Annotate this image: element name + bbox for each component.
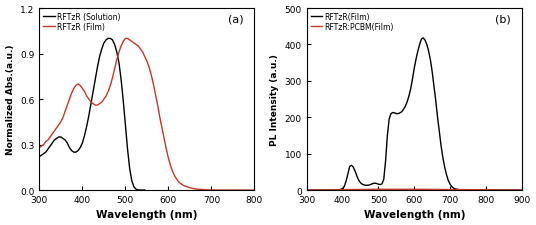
RFTzR:PCBM(Film) — [303, 189, 310, 191]
RFTzR (Film) — [122, 38, 129, 40]
RFTzR (Solution) — [142, 189, 148, 191]
RFTzR (Solution) — [103, 39, 109, 42]
RFTzR (Solution) — [81, 135, 88, 137]
RFTzR (Solution) — [92, 79, 99, 81]
RFTzR (Solution) — [124, 148, 131, 151]
RFTzR (Solution) — [49, 142, 55, 145]
RFTzR (Solution) — [36, 156, 42, 158]
RFTzR (Solution) — [107, 38, 114, 40]
RFTzR (Solution) — [38, 154, 44, 157]
Text: (b): (b) — [495, 14, 511, 24]
Legend: RFTzR (Solution), RFTzR (Film): RFTzR (Solution), RFTzR (Film) — [42, 11, 122, 33]
RFTzR:PCBM(Film) — [519, 189, 525, 191]
RFTzR (Solution) — [126, 168, 133, 170]
RFTzR(Film) — [519, 189, 525, 191]
RFTzR (Solution) — [86, 115, 92, 117]
RFTzR:PCBM(Film) — [411, 188, 418, 191]
RFTzR (Film) — [251, 189, 258, 191]
Line: RFTzR(Film): RFTzR(Film) — [307, 39, 522, 190]
RFTzR:PCBM(Film) — [375, 188, 382, 191]
RFTzR (Solution) — [44, 148, 51, 151]
RFTzR(Film) — [456, 189, 462, 191]
RFTzR (Solution) — [47, 145, 53, 148]
RFTzR (Solution) — [120, 100, 126, 102]
RFTzR (Solution) — [71, 151, 77, 154]
RFTzR (Solution) — [135, 189, 142, 191]
RFTzR(Film) — [402, 106, 408, 108]
Y-axis label: PL Intensity (a.u.): PL Intensity (a.u.) — [270, 54, 279, 145]
X-axis label: Wavelength (nm): Wavelength (nm) — [363, 209, 465, 219]
RFTzR (Solution) — [62, 139, 69, 142]
RFTzR (Solution) — [84, 125, 90, 128]
RFTzR (Solution) — [105, 38, 111, 40]
Line: RFTzR:PCBM(Film): RFTzR:PCBM(Film) — [307, 189, 522, 190]
RFTzR (Film) — [51, 130, 58, 133]
RFTzR (Solution) — [139, 189, 146, 191]
RFTzR (Film) — [36, 146, 42, 149]
Text: (a): (a) — [228, 14, 244, 24]
RFTzR (Solution) — [60, 137, 66, 140]
RFTzR (Solution) — [114, 52, 120, 54]
RFTzR (Solution) — [129, 180, 135, 182]
RFTzR (Solution) — [101, 42, 107, 45]
RFTzR (Solution) — [111, 44, 118, 47]
RFTzR (Solution) — [42, 151, 49, 154]
RFTzR (Solution) — [75, 150, 81, 152]
RFTzR (Solution) — [73, 151, 79, 154]
RFTzR (Solution) — [133, 188, 139, 191]
Y-axis label: Normalized Abs.(a.u.): Normalized Abs.(a.u.) — [5, 45, 14, 155]
RFTzR (Solution) — [94, 67, 101, 69]
RFTzR (Film) — [167, 165, 174, 167]
RFTzR (Solution) — [90, 91, 96, 93]
RFTzR (Solution) — [58, 136, 64, 139]
RFTzR (Solution) — [96, 56, 103, 59]
RFTzR(Film) — [420, 37, 427, 40]
RFTzR(Film) — [329, 189, 335, 191]
Line: RFTzR (Solution): RFTzR (Solution) — [39, 39, 145, 190]
RFTzR (Solution) — [122, 124, 129, 127]
X-axis label: Wavelength (nm): Wavelength (nm) — [96, 209, 198, 219]
RFTzR (Solution) — [109, 39, 116, 42]
RFTzR (Solution) — [66, 146, 73, 149]
RFTzR(Film) — [429, 71, 435, 74]
RFTzR (Solution) — [56, 136, 62, 139]
RFTzR (Solution) — [137, 189, 144, 191]
RFTzR (Solution) — [99, 48, 105, 51]
RFTzR (Solution) — [118, 79, 124, 81]
Line: RFTzR (Film): RFTzR (Film) — [39, 39, 255, 190]
RFTzR (Film) — [213, 189, 219, 191]
RFTzR (Film) — [199, 188, 206, 191]
RFTzR (Solution) — [131, 186, 137, 189]
RFTzR (Solution) — [51, 139, 58, 142]
RFTzR (Solution) — [88, 103, 94, 106]
RFTzR (Solution) — [69, 150, 75, 152]
RFTzR (Film) — [90, 103, 96, 106]
RFTzR (Solution) — [116, 62, 122, 65]
RFTzR (Solution) — [40, 153, 47, 155]
RFTzR (Film) — [189, 187, 195, 190]
RFTzR (Solution) — [79, 142, 86, 145]
RFTzR (Film) — [137, 48, 144, 51]
RFTzR(Film) — [364, 184, 371, 187]
RFTzR (Solution) — [64, 142, 71, 145]
RFTzR (Solution) — [77, 146, 84, 149]
Legend: RFTzR(Film), RFTzR:PCBM(Film): RFTzR(Film), RFTzR:PCBM(Film) — [309, 11, 395, 33]
RFTzR(Film) — [447, 183, 453, 186]
RFTzR (Solution) — [54, 137, 60, 140]
RFTzR(Film) — [303, 189, 310, 191]
